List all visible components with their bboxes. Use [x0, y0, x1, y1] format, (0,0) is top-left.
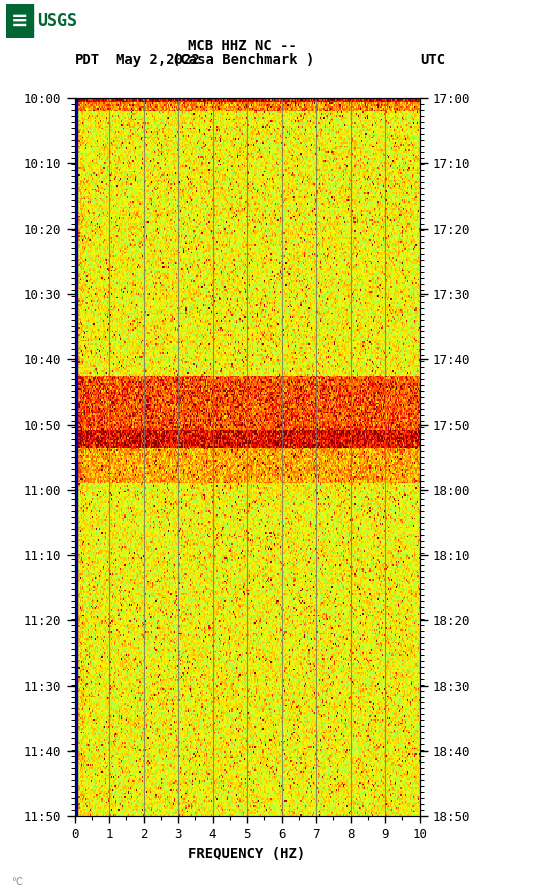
Bar — [6, 4, 33, 38]
Text: May 2,2022: May 2,2022 — [116, 53, 200, 67]
Text: USGS: USGS — [37, 12, 77, 29]
Text: MCB HHZ NC --: MCB HHZ NC -- — [188, 39, 298, 54]
Text: ≡: ≡ — [10, 11, 28, 30]
Text: UTC: UTC — [421, 53, 446, 67]
X-axis label: FREQUENCY (HZ): FREQUENCY (HZ) — [188, 847, 306, 861]
Text: ℃: ℃ — [11, 877, 22, 887]
Text: (Casa Benchmark ): (Casa Benchmark ) — [172, 53, 314, 67]
Text: PDT: PDT — [75, 53, 100, 67]
Bar — [75, 98, 77, 816]
